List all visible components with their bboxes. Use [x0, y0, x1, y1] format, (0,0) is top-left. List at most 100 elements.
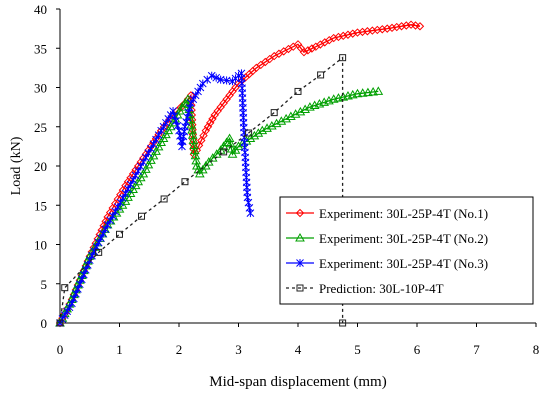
- data-point: [185, 103, 194, 112]
- data-point: [307, 44, 317, 53]
- data-point: [245, 133, 256, 143]
- data-point: [95, 248, 103, 256]
- data-point: [181, 122, 189, 131]
- y-tick-label: 35: [34, 41, 47, 56]
- data-point: [352, 88, 363, 98]
- data-point: [266, 120, 277, 130]
- data-point: [116, 230, 123, 238]
- data-point: [140, 164, 151, 173]
- data-point: [212, 73, 221, 82]
- data-point: [61, 284, 69, 292]
- data-point: [170, 111, 179, 120]
- data-point: [276, 116, 287, 125]
- data-point: [415, 22, 425, 31]
- data-point: [290, 109, 301, 118]
- legend-marker: [296, 259, 304, 267]
- data-point: [153, 141, 164, 151]
- data-point: [317, 71, 325, 79]
- y-tick-label: 40: [34, 2, 47, 17]
- y-tick-label: 10: [34, 238, 47, 253]
- data-point: [300, 104, 311, 113]
- data-point: [173, 121, 182, 130]
- data-point: [339, 54, 347, 62]
- data-point: [329, 33, 338, 43]
- legend-marker: [295, 232, 305, 242]
- data-point: [148, 150, 159, 160]
- data-point: [245, 203, 254, 212]
- x-tick-label: 1: [116, 342, 123, 357]
- series-4: [56, 54, 347, 327]
- series-3: [56, 69, 255, 327]
- legend-marker: [295, 208, 305, 218]
- y-tick-label: 5: [41, 277, 48, 292]
- data-point: [151, 146, 161, 155]
- y-tick-label: 0: [41, 316, 48, 331]
- data-point: [253, 128, 264, 137]
- data-point: [373, 86, 384, 95]
- data-point: [245, 129, 253, 137]
- series-line: [59, 72, 252, 324]
- data-point: [299, 47, 309, 57]
- data-point: [281, 113, 291, 123]
- y-tick-label: 20: [34, 159, 47, 174]
- data-point: [363, 87, 373, 97]
- data-point: [339, 319, 347, 327]
- data-point: [295, 106, 306, 116]
- x-tick-label: 5: [354, 342, 361, 357]
- x-tick-label: 0: [57, 342, 64, 357]
- data-point: [294, 87, 302, 95]
- data-point: [257, 125, 268, 135]
- data-point: [244, 198, 253, 207]
- data-point: [220, 148, 228, 156]
- data-point: [160, 195, 168, 203]
- data-point: [146, 155, 156, 164]
- data-point: [143, 159, 154, 169]
- legend: Experiment: 30L-25P-4T (No.1) Experiment:…: [279, 196, 534, 305]
- data-point: [334, 32, 343, 42]
- data-point: [339, 31, 348, 41]
- data-point: [182, 118, 190, 127]
- data-point: [357, 88, 368, 97]
- series-line: [59, 24, 421, 324]
- data-point: [138, 212, 146, 220]
- y-tick-label: 30: [34, 81, 47, 96]
- data-point: [181, 178, 189, 186]
- legend-box: [279, 196, 534, 305]
- data-point: [184, 108, 193, 117]
- x-tick-label: 3: [235, 342, 242, 357]
- data-point: [270, 109, 278, 117]
- data-point: [186, 91, 196, 100]
- data-point: [348, 29, 357, 38]
- data-point: [175, 126, 183, 135]
- data-point: [169, 107, 177, 116]
- legend-label: Experiment: 30L-25P-4T (No.3): [319, 256, 488, 271]
- y-axis-label: Load (kN): [9, 136, 24, 195]
- data-point: [368, 87, 378, 96]
- legend-marker: [296, 284, 304, 292]
- x-tick-label: 4: [295, 342, 302, 357]
- data-point: [271, 118, 282, 128]
- data-point: [246, 209, 255, 218]
- data-point: [249, 130, 260, 140]
- data-point: [172, 116, 180, 125]
- data-point: [207, 71, 216, 80]
- data-point: [243, 193, 252, 202]
- data-point: [203, 75, 212, 84]
- data-point: [303, 46, 313, 55]
- data-point: [183, 113, 192, 122]
- x-tick-label: 2: [176, 342, 183, 357]
- y-tick-label: 15: [34, 198, 47, 213]
- data-point: [343, 30, 353, 39]
- y-tick-label: 25: [34, 120, 47, 135]
- data-point: [262, 123, 272, 132]
- x-tick-label: 8: [533, 342, 540, 357]
- x-axis-label: Mid-span displacement (mm): [209, 374, 386, 390]
- data-point: [285, 111, 296, 121]
- legend-label: Experiment: 30L-25P-4T (No.2): [319, 231, 488, 246]
- legend-label: Experiment: 30L-25P-4T (No.1): [319, 206, 488, 221]
- legend-label: Prediction: 30L-10P-4T: [319, 281, 444, 296]
- x-tick-label: 7: [473, 342, 480, 357]
- x-tick-label: 6: [414, 342, 421, 357]
- data-point: [56, 319, 64, 327]
